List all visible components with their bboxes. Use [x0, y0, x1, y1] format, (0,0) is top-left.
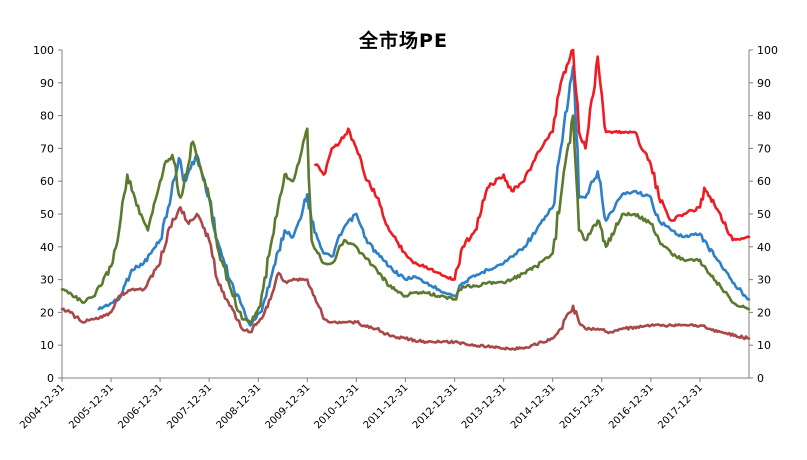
series-line — [60, 206, 751, 351]
y-tick-label-right: 40 — [757, 241, 771, 254]
y-tick-label-left: 0 — [47, 372, 54, 385]
x-tick-label: 2013-12-31 — [460, 382, 509, 431]
series-line — [314, 48, 751, 281]
x-tick-label: 2017-12-31 — [656, 382, 705, 431]
y-tick-label-right: 90 — [757, 77, 771, 90]
y-tick-label-left: 80 — [40, 110, 54, 123]
y-tick-label-left: 30 — [40, 274, 54, 287]
series-line — [60, 114, 751, 324]
series-line — [97, 65, 751, 327]
y-tick-label-left: 70 — [40, 142, 54, 155]
x-tick-label: 2011-12-31 — [362, 382, 411, 431]
y-tick-label-left: 50 — [40, 208, 54, 221]
y-tick-label-right: 100 — [757, 44, 778, 57]
x-tick-label: 2008-12-31 — [215, 382, 264, 431]
y-tick-label-left: 40 — [40, 241, 54, 254]
y-tick-label-right: 70 — [757, 142, 771, 155]
x-tick-label: 2004-12-31 — [18, 382, 67, 431]
y-tick-label-right: 10 — [757, 339, 771, 352]
y-tick-label-right: 0 — [757, 372, 764, 385]
y-tick-label-left: 20 — [40, 306, 54, 319]
chart-title: 全市场PE — [359, 30, 448, 52]
y-tick-label-right: 80 — [757, 110, 771, 123]
y-tick-label-right: 60 — [757, 175, 771, 188]
y-tick-label-left: 10 — [40, 339, 54, 352]
x-tick-label: 2016-12-31 — [607, 382, 656, 431]
y-tick-label-left: 100 — [33, 44, 54, 57]
x-tick-label: 2006-12-31 — [116, 382, 165, 431]
x-tick-label: 2005-12-31 — [67, 382, 116, 431]
y-tick-label-left: 90 — [40, 77, 54, 90]
x-tick-label: 2012-12-31 — [411, 382, 460, 431]
y-tick-label-right: 20 — [757, 306, 771, 319]
x-tick-label: 2009-12-31 — [264, 382, 313, 431]
x-tick-label: 2010-12-31 — [313, 382, 362, 431]
x-tick-label: 2007-12-31 — [165, 382, 214, 431]
y-tick-label-right: 30 — [757, 274, 771, 287]
y-tick-label-left: 60 — [40, 175, 54, 188]
y-tick-label-right: 50 — [757, 208, 771, 221]
x-tick-label: 2015-12-31 — [558, 382, 607, 431]
x-tick-label: 2014-12-31 — [509, 382, 558, 431]
